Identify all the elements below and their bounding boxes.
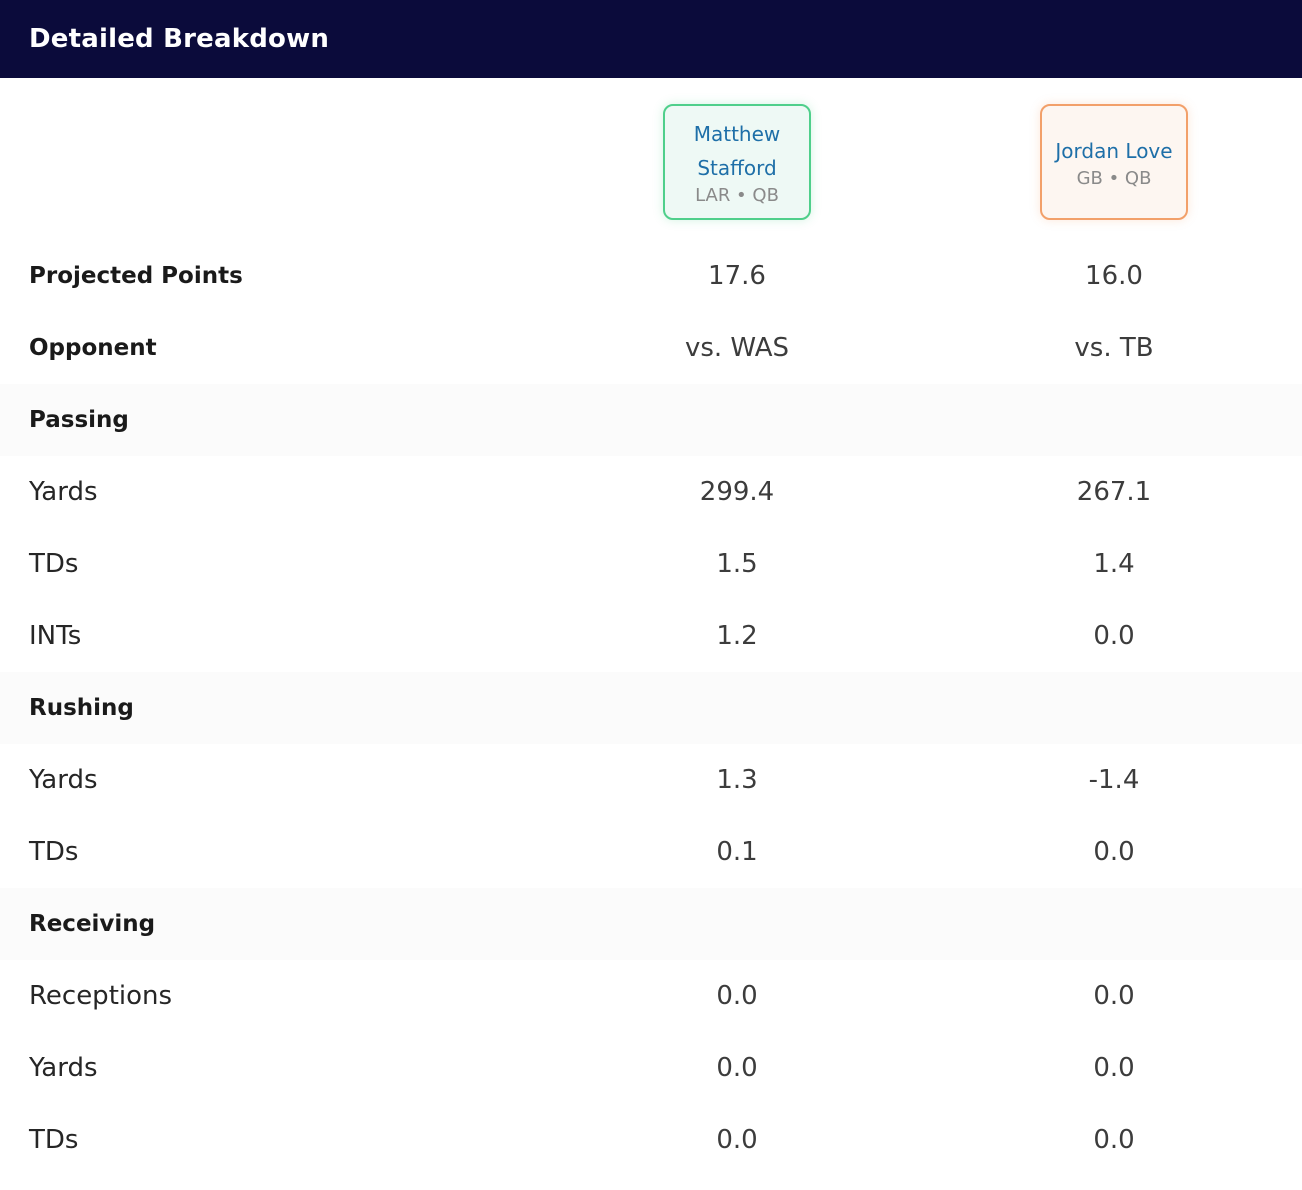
table-row: Yards 1.3 -1.4 (0, 744, 1302, 816)
player-name: Matthew Stafford (693, 122, 781, 180)
player-2-value: -1.4 (1088, 765, 1140, 795)
player-2-value: 0.0 (1093, 981, 1135, 1011)
player-1-value: 1.3 (716, 765, 758, 795)
table-row: Receptions 0.0 0.0 (0, 960, 1302, 1032)
page-title: Detailed Breakdown (29, 24, 330, 54)
player-1-value: 299.4 (699, 477, 775, 507)
player-name: Jordan Love (1055, 139, 1173, 163)
row-label: INTs (29, 621, 82, 651)
row-label: Projected Points (29, 263, 243, 289)
section-title: Rushing (29, 695, 134, 721)
player-1-value: vs. WAS (684, 333, 790, 363)
table-row: Yards 0.0 0.0 (0, 1032, 1302, 1104)
player-1-value: 0.1 (716, 837, 758, 867)
section-title: Receiving (29, 911, 156, 937)
breakdown-header: Detailed Breakdown (0, 0, 1302, 78)
player-2-value: 0.0 (1093, 621, 1135, 651)
section-header-rushing: Rushing (0, 672, 1302, 744)
row-label: Yards (29, 1053, 98, 1083)
player-2-value: vs. TB (1074, 333, 1154, 363)
player-team-position: LAR • QB (695, 185, 779, 206)
table-row-opponent: Opponent vs. WAS vs. TB (0, 312, 1302, 384)
row-label: Receptions (29, 981, 173, 1011)
player-2-value: 267.1 (1076, 477, 1152, 507)
row-label: Yards (29, 765, 98, 795)
player-1-value: 17.6 (708, 261, 766, 291)
player-card-1[interactable]: Matthew Stafford LAR • QB (663, 104, 811, 220)
player-1-value: 0.0 (716, 1053, 758, 1083)
table-row: TDs 1.5 1.4 (0, 528, 1302, 600)
player-card-2[interactable]: Jordan Love GB • QB (1040, 104, 1188, 220)
player-header-row: Matthew Stafford LAR • QB Jordan Love GB… (0, 78, 1302, 240)
player-2-value: 0.0 (1093, 837, 1135, 867)
row-label: Yards (29, 477, 98, 507)
row-label: TDs (29, 549, 79, 579)
player-2-value: 1.4 (1093, 549, 1135, 579)
table-row: Yards 299.4 267.1 (0, 456, 1302, 528)
player-1-value: 0.0 (716, 981, 758, 1011)
player-2-value: 0.0 (1093, 1125, 1135, 1155)
player-2-value: 0.0 (1093, 1053, 1135, 1083)
row-label: TDs (29, 1125, 79, 1155)
section-header-receiving: Receiving (0, 888, 1302, 960)
player-1-value: 0.0 (716, 1125, 758, 1155)
table-row: TDs 0.1 0.0 (0, 816, 1302, 888)
player-2-value: 16.0 (1085, 261, 1143, 291)
player-1-value: 1.2 (716, 621, 758, 651)
table-row-projected-points: Projected Points 17.6 16.0 (0, 240, 1302, 312)
player-team-position: GB • QB (1076, 168, 1152, 189)
section-title: Passing (29, 407, 129, 433)
section-header-passing: Passing (0, 384, 1302, 456)
row-label: Opponent (29, 335, 157, 361)
table-row: INTs 1.2 0.0 (0, 600, 1302, 672)
table-row: TDs 0.0 0.0 (0, 1104, 1302, 1176)
player-1-value: 1.5 (716, 549, 758, 579)
row-label: TDs (29, 837, 79, 867)
